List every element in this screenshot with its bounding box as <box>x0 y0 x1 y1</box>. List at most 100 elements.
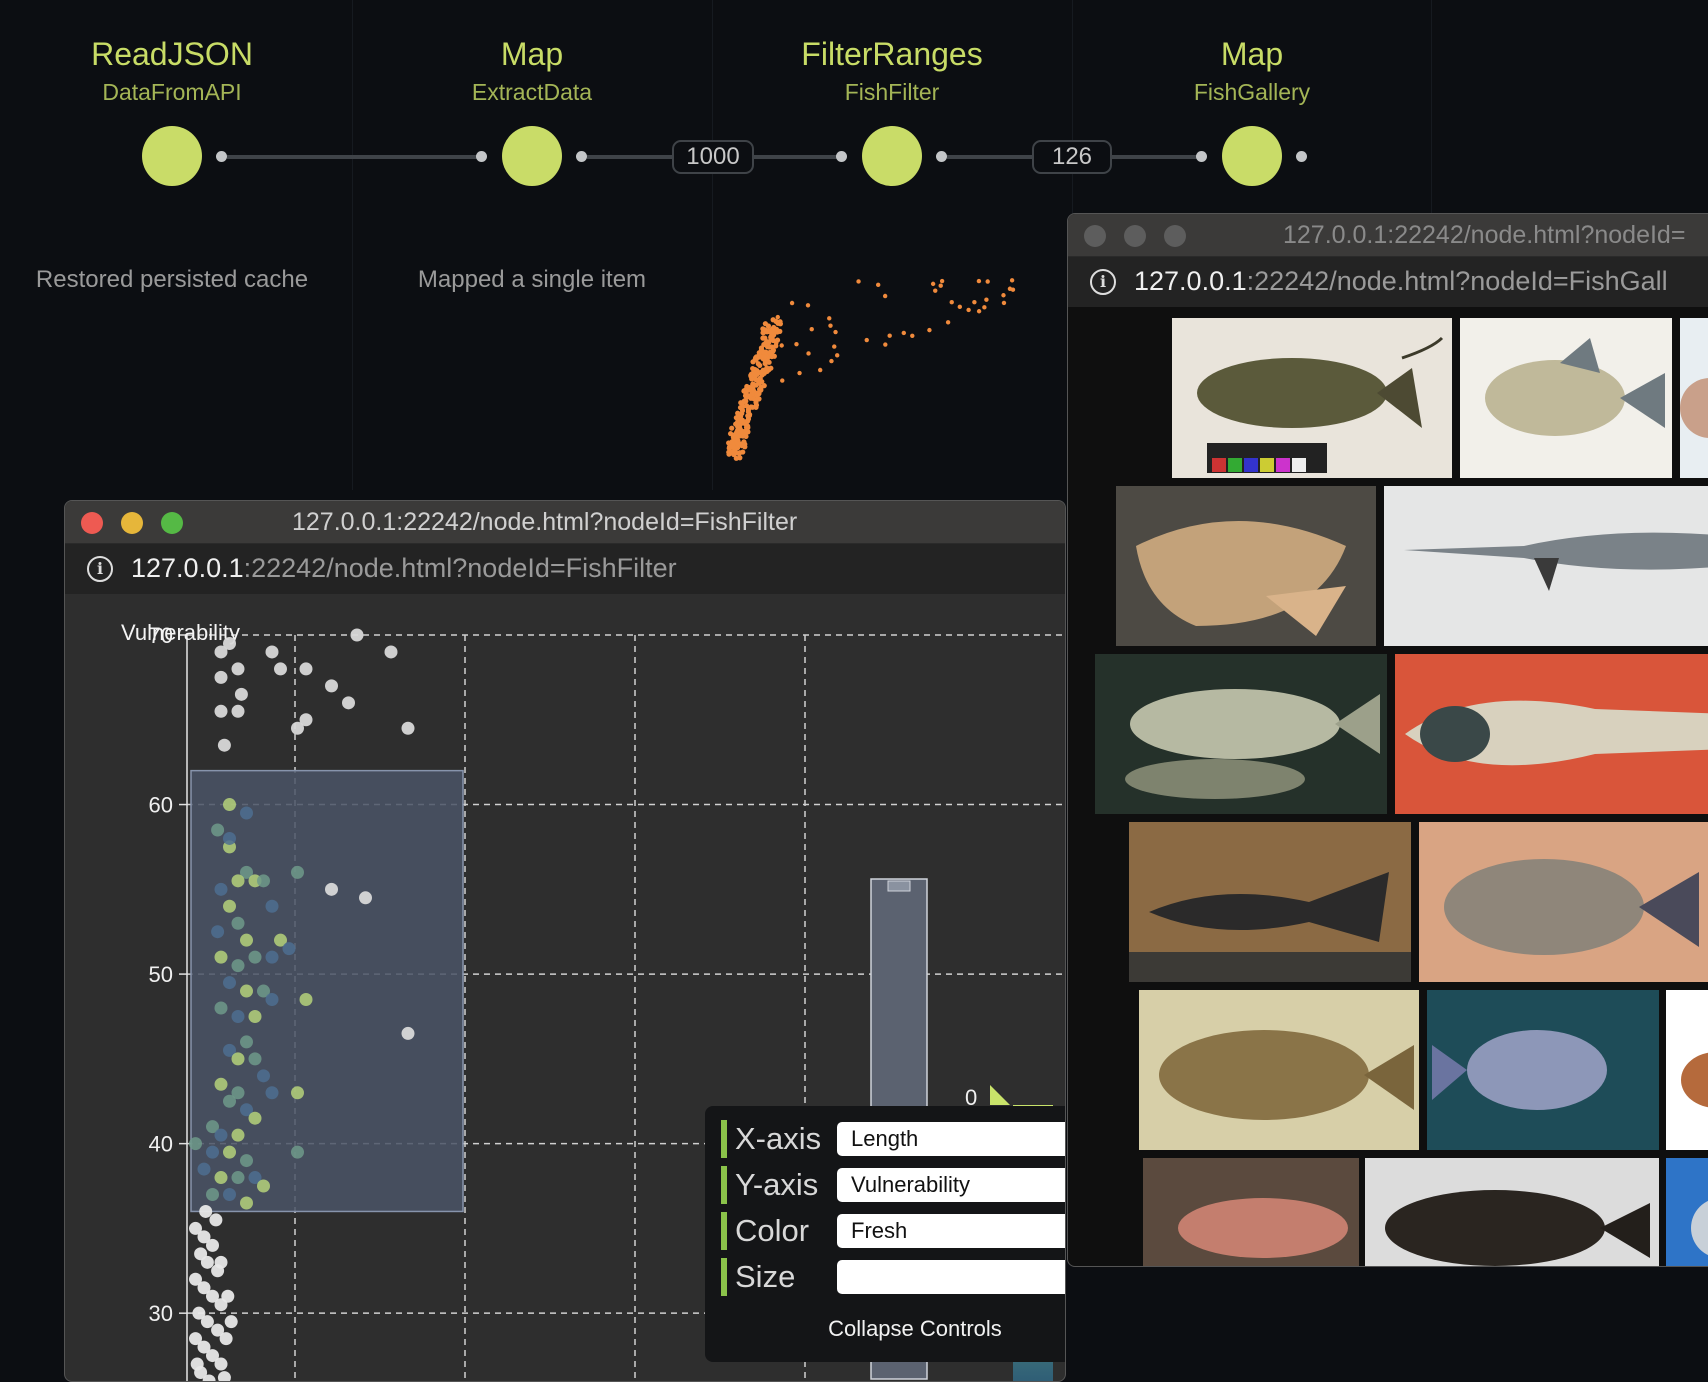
fish-image[interactable] <box>1680 318 1708 478</box>
minimize-window-button[interactable] <box>121 512 143 534</box>
node-circle-fishfilter[interactable] <box>862 126 922 186</box>
data-point <box>206 1238 219 1252</box>
fish-image[interactable] <box>1116 486 1376 646</box>
fish-image[interactable] <box>1139 990 1419 1150</box>
input-port[interactable] <box>476 151 487 162</box>
fish-image[interactable] <box>1172 318 1452 478</box>
data-point <box>265 899 279 913</box>
info-icon[interactable]: i <box>1090 269 1116 295</box>
fish-image[interactable] <box>1384 486 1708 646</box>
y-axis-control: Y-axis Vulnerability ▴▾ <box>721 1166 1065 1204</box>
preview-point <box>759 379 765 385</box>
preview-point <box>985 279 990 284</box>
node-name-label: ExtractData <box>471 79 593 105</box>
address-bar[interactable]: i 127.0.0.1:22242/node.html?nodeId=FishF… <box>65 544 1065 594</box>
preview-point <box>766 367 772 373</box>
preview-point <box>761 383 767 389</box>
close-window-button[interactable] <box>81 512 103 534</box>
preview-point <box>939 278 945 284</box>
x-axis-value: Length <box>851 1126 919 1151</box>
node-circle-datafromapi[interactable] <box>142 126 202 186</box>
fish-image[interactable] <box>1427 990 1659 1150</box>
zoom-window-button[interactable] <box>1164 225 1186 247</box>
preview-point <box>779 343 784 348</box>
data-point <box>231 662 245 676</box>
window-titlebar[interactable]: 127.0.0.1:22242/node.html?nodeId= <box>1068 214 1708 257</box>
preview-point <box>743 422 750 428</box>
data-point <box>197 1230 211 1244</box>
fishfilter-window[interactable]: 127.0.0.1:22242/node.html?nodeId=FishFil… <box>64 500 1066 1382</box>
fish-image[interactable] <box>1143 1158 1359 1266</box>
data-point <box>240 984 253 998</box>
preview-point <box>775 314 780 320</box>
output-port[interactable] <box>936 151 947 162</box>
collapse-controls-button[interactable]: Collapse Controls <box>828 1316 1002 1341</box>
data-point <box>214 645 228 659</box>
data-point <box>223 1188 236 1201</box>
preview-point <box>949 300 954 305</box>
edge-count-badge: 1000 <box>672 140 754 174</box>
y-axis-select[interactable]: Vulnerability ▴▾ <box>837 1168 1065 1202</box>
data-point <box>214 1001 228 1015</box>
output-port[interactable] <box>576 151 587 162</box>
preview-point <box>818 367 823 373</box>
fish-image[interactable] <box>1129 822 1411 982</box>
x-axis-select[interactable]: Length ▴▾ <box>837 1122 1065 1156</box>
url-path: :22242/node.html?nodeId=FishGall <box>1246 266 1668 296</box>
fish-image[interactable] <box>1666 1158 1708 1266</box>
node-circle-fishgallery[interactable] <box>1222 126 1282 186</box>
data-point <box>291 1086 304 1100</box>
data-point <box>200 1255 214 1269</box>
address-url[interactable]: 127.0.0.1:22242/node.html?nodeId=FishGal… <box>1134 266 1668 297</box>
size-select[interactable]: ▴▾ <box>837 1260 1065 1294</box>
data-point <box>214 704 228 718</box>
preview-point <box>775 320 781 326</box>
output-port[interactable] <box>1296 151 1307 162</box>
y-tick-label: 60 <box>149 793 173 818</box>
output-port[interactable] <box>216 151 227 162</box>
address-bar[interactable]: i 127.0.0.1:22242/node.html?nodeId=FishG… <box>1068 257 1708 307</box>
data-point <box>401 1026 415 1040</box>
data-point <box>214 1357 228 1371</box>
data-point <box>190 1357 204 1371</box>
url-host: 127.0.0.1 <box>1134 266 1247 296</box>
preview-point <box>761 329 767 336</box>
data-point <box>214 1171 228 1185</box>
data-point <box>257 984 270 998</box>
minimize-window-button[interactable] <box>1124 225 1146 247</box>
fish-image[interactable] <box>1419 822 1708 982</box>
node-status-text: Restored persisted cache <box>35 266 309 293</box>
preview-point <box>864 337 869 343</box>
preview-point <box>750 359 756 365</box>
fish-image[interactable] <box>1666 990 1708 1150</box>
preview-point <box>1010 287 1016 292</box>
fish-image[interactable] <box>1395 654 1708 814</box>
fish-image[interactable] <box>1095 654 1387 814</box>
data-point <box>214 670 228 684</box>
fishgallery-window[interactable]: 127.0.0.1:22242/node.html?nodeId= i 127.… <box>1067 213 1708 1267</box>
data-point <box>223 1094 236 1108</box>
preview-point <box>875 282 881 288</box>
data-point <box>214 950 228 964</box>
preview-point <box>766 344 772 350</box>
fish-image[interactable] <box>1365 1158 1659 1266</box>
input-port[interactable] <box>836 151 847 162</box>
data-point <box>299 993 313 1007</box>
data-point <box>214 882 228 896</box>
data-point <box>189 1332 202 1346</box>
address-url[interactable]: 127.0.0.1:22242/node.html?nodeId=FishFil… <box>131 553 677 584</box>
node-circle-extractdata[interactable] <box>502 126 562 186</box>
input-port[interactable] <box>1196 151 1207 162</box>
data-point <box>192 1306 206 1320</box>
color-select[interactable]: Fresh ▴▾ <box>837 1214 1065 1248</box>
zoom-window-button[interactable] <box>161 512 183 534</box>
close-window-button[interactable] <box>1084 225 1106 247</box>
info-icon[interactable]: i <box>87 556 113 582</box>
data-point <box>223 1145 236 1159</box>
data-point <box>189 1272 202 1286</box>
window-titlebar[interactable]: 127.0.0.1:22242/node.html?nodeId=FishFil… <box>65 501 1065 544</box>
fish-image[interactable] <box>1460 318 1672 478</box>
preview-point <box>809 327 814 332</box>
data-point <box>257 1069 270 1083</box>
data-point <box>325 882 338 896</box>
